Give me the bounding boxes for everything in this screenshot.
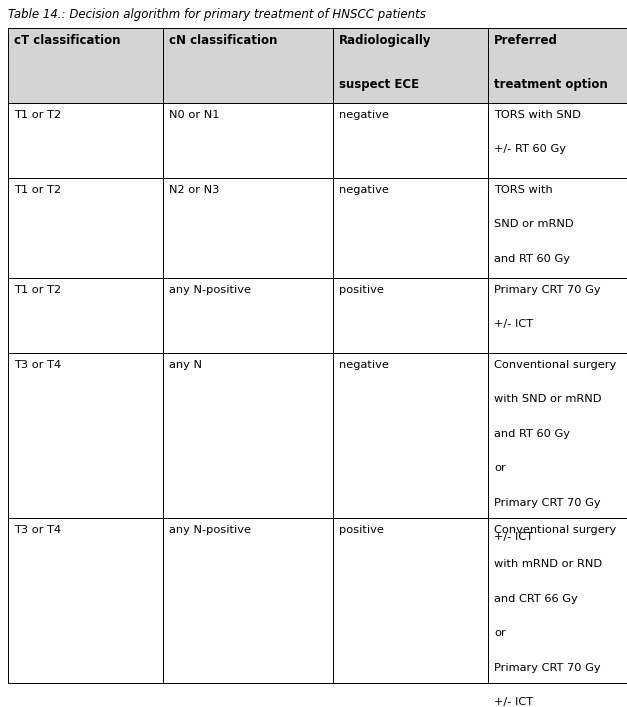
Text: T3 or T4: T3 or T4: [14, 525, 61, 535]
Bar: [333, 178, 488, 278]
Bar: [488, 178, 627, 278]
Text: Preferred

treatment option: Preferred treatment option: [494, 34, 608, 91]
Bar: [333, 353, 488, 518]
Text: TORS with SND

+/- RT 60 Gy: TORS with SND +/- RT 60 Gy: [494, 110, 581, 154]
Text: Primary CRT 70 Gy

+/- ICT: Primary CRT 70 Gy +/- ICT: [494, 285, 601, 329]
Bar: [163, 518, 333, 683]
Text: negative: negative: [339, 110, 389, 120]
Bar: [163, 178, 333, 278]
Text: Radiologically

suspect ECE: Radiologically suspect ECE: [339, 34, 431, 91]
Bar: [8, 518, 163, 683]
Text: any N-positive: any N-positive: [169, 525, 251, 535]
Text: any N: any N: [169, 360, 202, 370]
Bar: [488, 103, 627, 178]
Text: T3 or T4: T3 or T4: [14, 360, 61, 370]
Text: T1 or T2: T1 or T2: [14, 285, 61, 295]
Text: positive: positive: [339, 525, 384, 535]
Bar: [163, 28, 333, 103]
Text: TORS with

SND or mRND

and RT 60 Gy: TORS with SND or mRND and RT 60 Gy: [494, 185, 574, 264]
Text: N2 or N3: N2 or N3: [169, 185, 219, 195]
Text: T1 or T2: T1 or T2: [14, 110, 61, 120]
Text: cN classification: cN classification: [169, 34, 277, 47]
Bar: [8, 353, 163, 518]
Text: Table 14.: Decision algorithm for primary treatment of HNSCC patients: Table 14.: Decision algorithm for primar…: [8, 8, 426, 21]
Bar: [488, 278, 627, 353]
Text: positive: positive: [339, 285, 384, 295]
Text: T1 or T2: T1 or T2: [14, 185, 61, 195]
Text: any N-positive: any N-positive: [169, 285, 251, 295]
Bar: [163, 353, 333, 518]
Bar: [8, 103, 163, 178]
Text: Conventional surgery

with SND or mRND

and RT 60 Gy

or

Primary CRT 70 Gy

+/-: Conventional surgery with SND or mRND an…: [494, 360, 616, 542]
Bar: [8, 28, 163, 103]
Bar: [163, 278, 333, 353]
Bar: [488, 518, 627, 683]
Text: negative: negative: [339, 360, 389, 370]
Text: N0 or N1: N0 or N1: [169, 110, 219, 120]
Bar: [163, 103, 333, 178]
Bar: [333, 28, 488, 103]
Bar: [333, 103, 488, 178]
Text: Conventional surgery

with mRND or RND

and CRT 66 Gy

or

Primary CRT 70 Gy

+/: Conventional surgery with mRND or RND an…: [494, 525, 616, 707]
Bar: [8, 278, 163, 353]
Text: cT classification: cT classification: [14, 34, 120, 47]
Bar: [488, 353, 627, 518]
Text: negative: negative: [339, 185, 389, 195]
Bar: [488, 28, 627, 103]
Bar: [8, 178, 163, 278]
Bar: [333, 278, 488, 353]
Bar: [333, 518, 488, 683]
